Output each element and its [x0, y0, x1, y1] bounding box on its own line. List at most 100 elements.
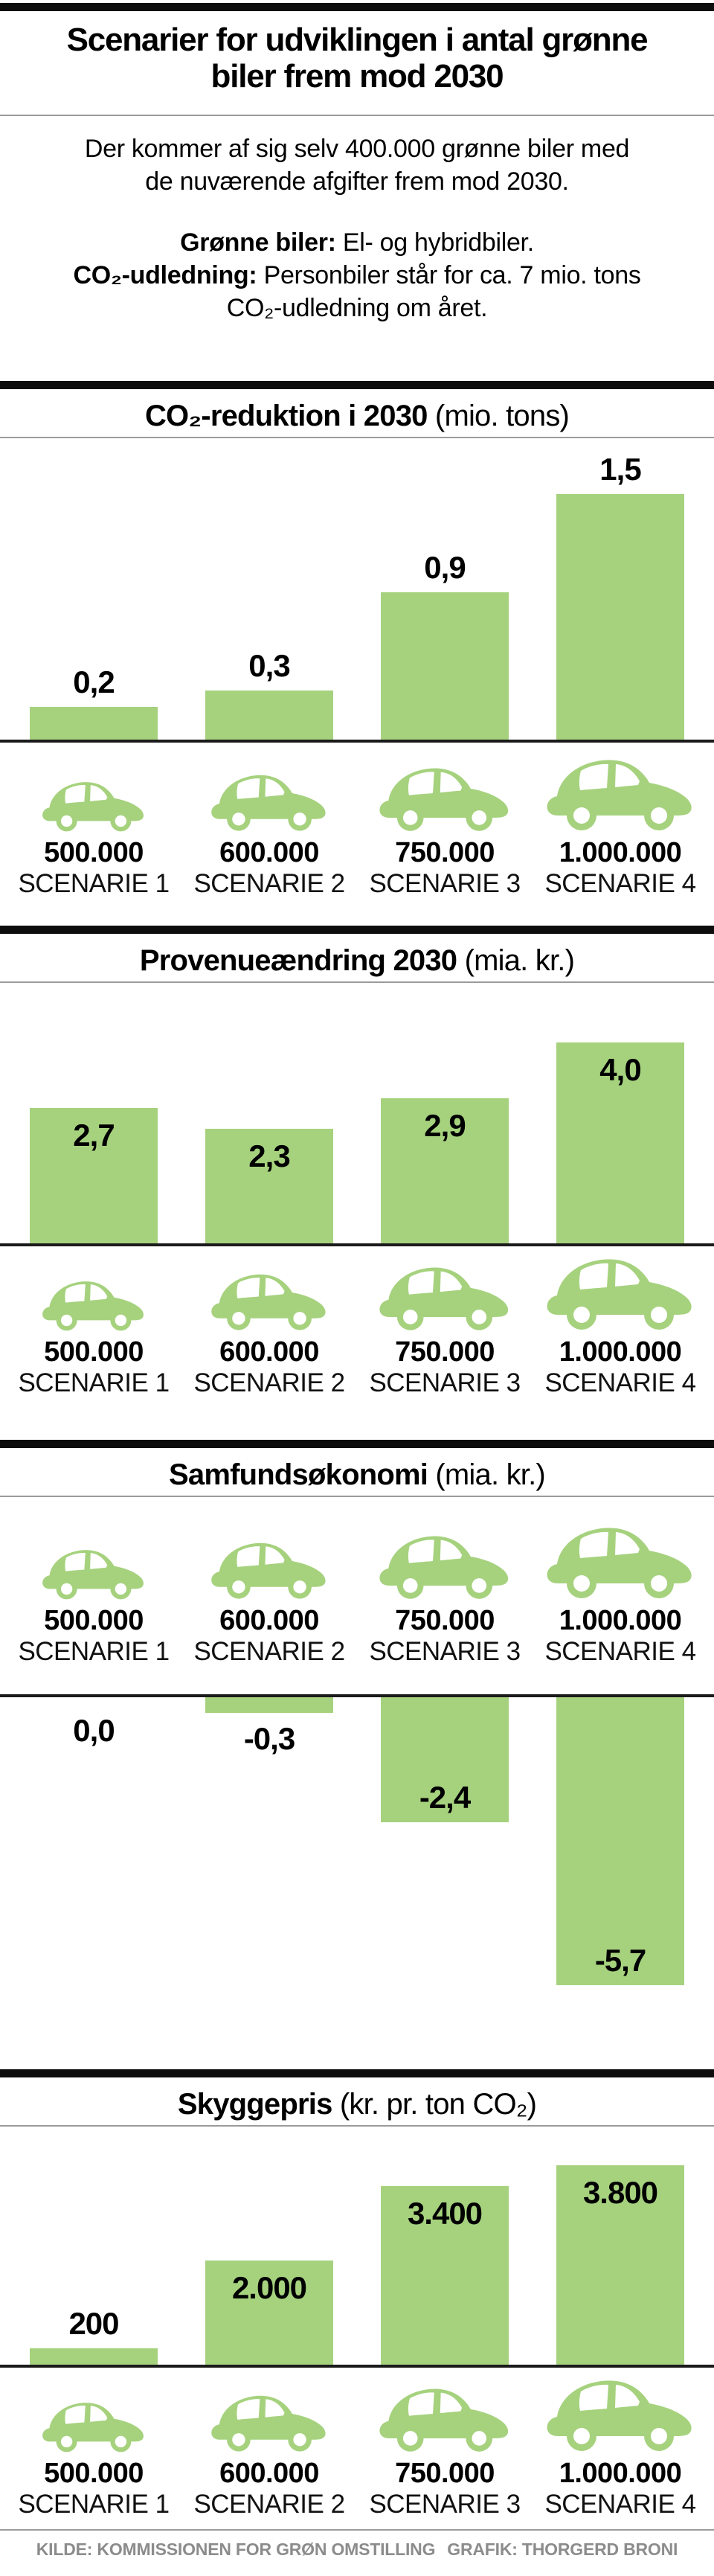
bar-value-label: 0,2	[73, 664, 115, 700]
bar-value-label: -0,3	[243, 1721, 295, 1757]
scenario-counts-row: 500.000 600.000 750.000 1.000.000	[0, 1336, 714, 1368]
car-icon	[211, 1543, 326, 1599]
scenario-count: 600.000	[219, 1336, 319, 1368]
chart-column: 0,0	[6, 1697, 181, 1995]
car-icon	[211, 775, 326, 831]
section-2-title-bold: Provenueændring 2030	[139, 944, 457, 978]
scenario-label: SCENARIE 2	[193, 1368, 345, 1398]
bar-value-label: -5,7	[594, 1943, 646, 1979]
bar-scenario-2: 2,3	[205, 1129, 333, 1244]
scenario-count: 1.000.000	[559, 1605, 682, 1637]
scenario-label: SCENARIE 4	[544, 2490, 696, 2519]
car-icon	[379, 768, 509, 831]
section-4-title: Skyggepris (kr. pr. ton CO₂)	[0, 2086, 714, 2122]
scenario-counts-row: 500.000 600.000 750.000 1.000.000	[0, 2457, 714, 2490]
car-icons-row	[0, 1257, 714, 1331]
divider	[0, 981, 714, 984]
scenario-count: 750.000	[395, 837, 495, 869]
bar-scenario-4: 4,0	[556, 1042, 684, 1244]
section-2-unit: (mia. kr.)	[464, 944, 575, 978]
page-title-line2: biler frem mod 2030	[210, 58, 504, 95]
intro-line2: de nuværende afgifter frem mod 2030.	[145, 167, 569, 196]
chart-column: 2,9	[357, 987, 533, 1244]
scenario-count: 500.000	[44, 1605, 144, 1637]
bar-value-label: 2,7	[73, 1118, 115, 1153]
bar-scenario-2: 2.000	[205, 2261, 333, 2365]
x-axis-line	[0, 740, 714, 743]
car-icon	[42, 1281, 144, 1331]
definition-green-cars-text: El- og hybridbiler.	[335, 228, 534, 257]
scenario-label: SCENARIE 1	[18, 1637, 170, 1667]
section-3-unit: (mia. kr.)	[435, 1458, 545, 1492]
bar-scenario-2	[205, 1697, 333, 1714]
divider	[0, 2125, 714, 2127]
bar-value-label: 0,9	[424, 550, 466, 586]
bar-scenario-4: 3.800	[556, 2165, 684, 2365]
scenario-count: 1.000.000	[559, 1336, 682, 1368]
scenario-count: 500.000	[44, 837, 144, 869]
bar-scenario-3: -2,4	[381, 1697, 509, 1823]
chart-column: 200	[6, 2141, 181, 2365]
footer-credits: KILDE: KOMMISSIONEN FOR GRØN OMSTILLING G…	[0, 2538, 714, 2569]
bar-scenario-3: 2,9	[381, 1098, 509, 1244]
scenario-count: 1.000.000	[559, 2458, 682, 2490]
page-title-line1: Scenarier for udviklingen i antal grønne	[66, 22, 649, 58]
section-3-title: Samfundsøkonomi (mia. kr.)	[0, 1457, 714, 1493]
scenario-count: 600.000	[219, 837, 319, 869]
scenario-label: SCENARIE 2	[193, 869, 345, 899]
bar-value-label: 2,3	[248, 1138, 290, 1174]
section-separator-bar	[0, 2069, 714, 2078]
scenario-count: 1.000.000	[559, 837, 682, 869]
scenario-labels-row: SCENARIE 1 SCENARIE 2 SCENARIE 3 SCENARI…	[0, 1368, 714, 1398]
bar-value-label: 3.400	[407, 2196, 483, 2231]
bar-scenario-1	[30, 707, 158, 740]
definitions-text: Grønne biler: El- og hybridbiler. CO₂-ud…	[0, 226, 714, 325]
scenario-counts-row: 500.000 600.000 750.000 1.000.000	[0, 836, 714, 869]
chart-column: 3.800	[533, 2141, 708, 2365]
source-credit: KILDE: KOMMISSIONEN FOR GRØN OMSTILLING	[36, 2540, 436, 2560]
scenario-label: SCENARIE 4	[544, 1637, 696, 1667]
chart-column: 4,0	[533, 987, 708, 1244]
scenario-label: SCENARIE 3	[369, 1637, 521, 1667]
car-icon	[547, 2380, 692, 2452]
bar-value-label: -2,4	[419, 1780, 471, 1816]
chart-revenue-change: 2,7 2,3 2,9 4,0	[0, 987, 714, 1244]
bar-value-label: 200	[68, 2306, 119, 2342]
bar-value-label: 2.000	[231, 2270, 307, 2306]
bar-value-label: 2,9	[424, 1108, 466, 1144]
zero-axis-line	[0, 1694, 714, 1698]
scenario-count: 500.000	[44, 1336, 144, 1368]
chart-shadow-price: 200 2.000 3.400 3.800	[0, 2141, 714, 2365]
bar-scenario-2	[205, 691, 333, 740]
chart-column: 0,3	[181, 442, 357, 740]
scenario-label: SCENARIE 1	[18, 869, 170, 899]
bar-scenario-3	[381, 592, 509, 740]
x-axis-line	[0, 2365, 714, 2368]
bar-scenario-4: -5,7	[556, 1697, 684, 1986]
scenario-count: 600.000	[219, 1605, 319, 1637]
scenario-count: 750.000	[395, 2458, 495, 2490]
scenario-label: SCENARIE 3	[369, 869, 521, 899]
divider	[0, 437, 714, 439]
chart-column: 2,7	[6, 987, 181, 1244]
bar-value-label: 0,3	[248, 648, 290, 684]
bar-value-label: 0,0	[73, 1713, 115, 1749]
chart-column: 2.000	[181, 2141, 357, 2365]
car-icon	[42, 1549, 144, 1600]
scenario-label: SCENARIE 1	[18, 2490, 170, 2519]
graphic-credit: GRAFIK: THORGERD BRONI	[447, 2540, 678, 2560]
bar-value-label: 3.800	[582, 2175, 658, 2211]
intro-text: Der kommer af sig selv 400.000 grønne bi…	[0, 132, 714, 198]
scenario-labels-row: SCENARIE 1 SCENARIE 2 SCENARIE 3 SCENARI…	[0, 1637, 714, 1667]
definition-co2-text-line2: CO₂-udledning om året.	[226, 294, 488, 323]
section-4-unit: (kr. pr. ton CO₂)	[339, 2088, 537, 2121]
scenario-count: 750.000	[395, 1336, 495, 1368]
car-icons-row	[0, 1525, 714, 1600]
scenario-label: SCENARIE 4	[544, 1368, 696, 1398]
scenario-label: SCENARIE 4	[544, 869, 696, 899]
scenario-label: SCENARIE 3	[369, 1368, 521, 1398]
car-icon	[211, 1275, 326, 1330]
top-separator-bar	[0, 3, 714, 11]
car-icon	[547, 760, 692, 831]
